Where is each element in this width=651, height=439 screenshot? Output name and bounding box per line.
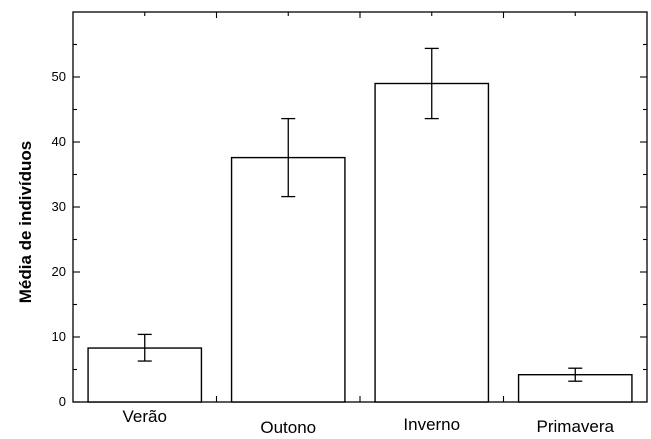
plot-border bbox=[72, 11, 648, 403]
y-tick-label: 30 bbox=[52, 199, 66, 214]
y-tick-label: 0 bbox=[59, 394, 66, 409]
x-category-label: Primavera bbox=[537, 417, 615, 436]
x-category-label: Outono bbox=[260, 418, 316, 437]
x-category-label: Inverno bbox=[403, 415, 460, 434]
plot-frame bbox=[72, 11, 648, 403]
y-axis-label: Média de indivíduos bbox=[16, 141, 35, 303]
bar-series bbox=[87, 82, 633, 403]
y-tick-label: 10 bbox=[52, 329, 66, 344]
error-bars bbox=[137, 47, 583, 382]
x-category-label: Verão bbox=[123, 407, 167, 426]
bar bbox=[374, 82, 490, 403]
bar bbox=[230, 156, 346, 403]
y-tick-label: 20 bbox=[52, 264, 66, 279]
y-tick-label: 50 bbox=[52, 69, 66, 84]
y-tick-label: 40 bbox=[52, 134, 66, 149]
y-axis-ticks bbox=[73, 43, 647, 403]
y-tick-labels: 0 10 20 30 40 50 bbox=[52, 69, 66, 409]
x-category-labels: Verão Outono Inverno Primavera bbox=[123, 407, 615, 437]
x-axis-ticks bbox=[144, 12, 576, 402]
